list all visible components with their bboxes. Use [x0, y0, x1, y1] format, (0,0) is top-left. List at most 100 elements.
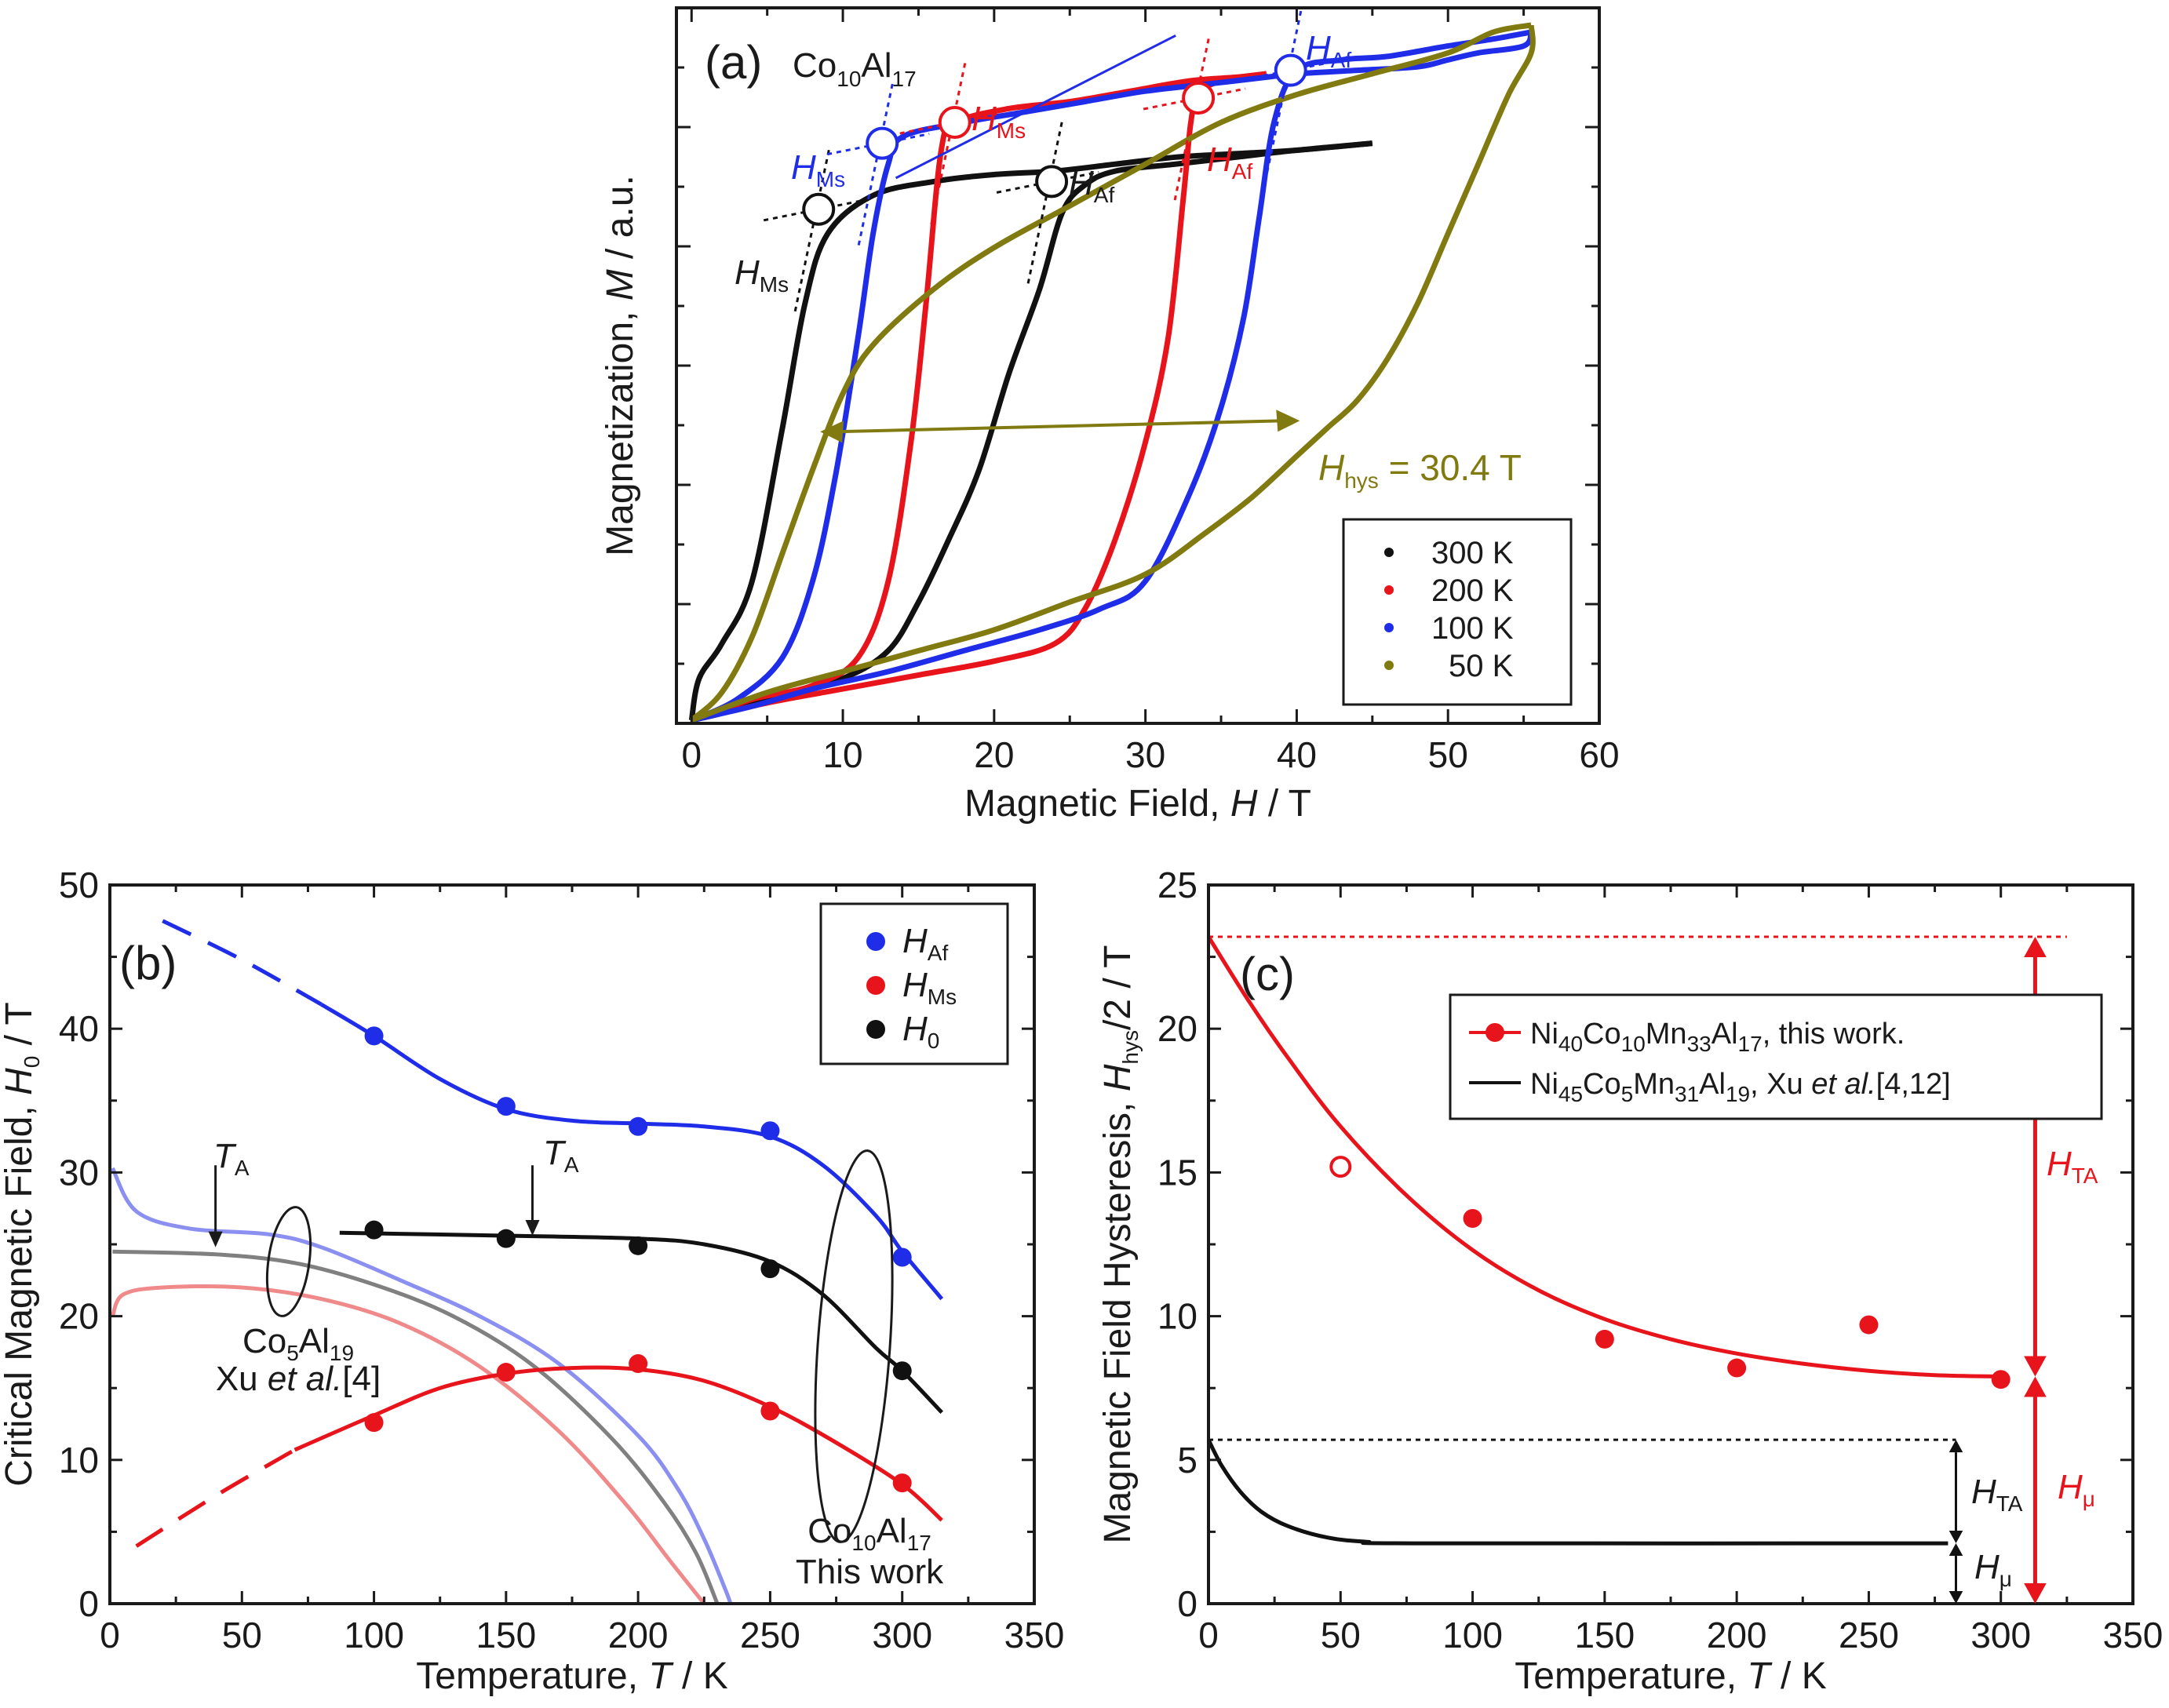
tangent-h-h_ms-100k	[826, 133, 930, 156]
point-h_af-200k	[1182, 82, 1216, 115]
panel-a-haf-label-200k: HAf	[1207, 140, 1252, 184]
tangent-v-h_af-300k	[1026, 118, 1064, 284]
panel-a-label: (a)	[705, 36, 762, 89]
panel-a-haf-label-100k: HAf	[1306, 29, 1351, 72]
panel-c-ticks: 0 50 100 150 200 250 300 350 0 5 10 15 20 25	[1157, 865, 2164, 1655]
legend-label-100k: 100 K	[1431, 611, 1514, 646]
b-ytick-label: 10	[59, 1440, 99, 1480]
c-xtick-label: 150	[1574, 1615, 1635, 1655]
panel-a-title: Co10Al17	[793, 46, 917, 91]
panel-b-work-ellipse	[814, 1149, 894, 1543]
b-ytick-label: 0	[78, 1583, 99, 1624]
legend-marker-300k	[1384, 548, 1394, 557]
legend-label-h0: H0	[902, 1010, 939, 1053]
b-ytick-label: 50	[59, 865, 99, 905]
b-xtick-label: 150	[476, 1615, 536, 1655]
b-xtick-label: 350	[1004, 1615, 1065, 1655]
panel-a-critical-points	[763, 7, 1339, 312]
c-ytick-label: 0	[1177, 1583, 1198, 1624]
b-xtick-label: 200	[608, 1615, 669, 1655]
ref-curve-2	[111, 1284, 706, 1605]
fit-dashed-haf	[162, 919, 323, 1007]
c-xtick-label: 300	[1970, 1615, 2031, 1655]
panel-b-label: (b)	[119, 937, 177, 989]
legend-label-this-work: Ni40Co10Mn33Al17, this work.	[1530, 1018, 1905, 1056]
point	[1859, 1315, 1879, 1335]
panel-a-hms-label-100k: HMs	[791, 148, 845, 191]
panel-b-ta-markers	[208, 1165, 540, 1247]
curve-rise-100k	[690, 31, 1534, 723]
panel-c-hmu-label-black: Hμ	[1974, 1548, 2012, 1591]
point-h0	[760, 1259, 780, 1279]
point-hms	[760, 1401, 780, 1421]
fit-series-1	[1206, 1439, 1948, 1546]
point-h0	[496, 1229, 516, 1248]
legend-marker-50k	[1384, 661, 1394, 670]
tangent-h-h_ms-200k	[899, 111, 1003, 135]
point-hms	[364, 1413, 384, 1433]
legend-label-200k: 200 K	[1431, 574, 1514, 608]
a-xtick-label: 30	[1125, 734, 1165, 775]
panel-c-label: (c)	[1240, 948, 1295, 1000]
hysteresis-arrow-head-left	[820, 421, 844, 443]
panel-c-ylabel: Magnetic Field Hysteresis, Hhys/2 / T	[1097, 945, 1143, 1544]
legend-marker-h0	[866, 1020, 885, 1039]
panel-b-curves	[111, 919, 944, 1605]
panel-a-ylabel: Magnetization, M / a.u.	[600, 175, 641, 556]
b-ytick-label: 30	[59, 1152, 99, 1193]
arrow-hta-red-head-bottom	[2024, 1356, 2047, 1377]
c-ytick-label: 20	[1157, 1008, 1198, 1049]
panel-b-legend: HAf HMs H0	[819, 902, 1009, 1065]
b-ytick-label: 20	[59, 1296, 99, 1337]
b-xtick-label: 0	[100, 1615, 120, 1655]
panel-b-ref-label-line1: Co5Al19	[242, 1322, 354, 1365]
c-ytick-label: 10	[1157, 1296, 1198, 1337]
point-haf	[760, 1121, 780, 1141]
panel-a-legend: 300 K 200 K 100 K 50 K	[1342, 518, 1573, 706]
panel-a-chart: 0 10 20 30 40 50 60 (a) Co10Al17 HMs HMs HMs H…	[600, 6, 1620, 825]
panel-b-ta-label-1: TA	[213, 1137, 250, 1180]
tangent-h-h_af-200k	[1143, 87, 1246, 111]
point-haf	[496, 1097, 516, 1116]
tangent-h-h_af-300k	[996, 170, 1099, 194]
c-ytick-label: 15	[1157, 1152, 1198, 1193]
panel-a-ticks: 0 10 20 30 40 50 60	[676, 6, 1620, 775]
curve-fall-300k	[691, 140, 1373, 723]
panel-c-legend-box	[1449, 993, 2103, 1120]
point-h0	[629, 1236, 648, 1255]
c-xtick-label: 350	[2103, 1615, 2164, 1655]
a-xtick-label: 40	[1277, 734, 1317, 775]
tangent-solid-100k	[895, 34, 1176, 180]
ta-arrow-head-0	[208, 1231, 223, 1247]
point-hms	[892, 1473, 912, 1493]
legend-marker-hms	[866, 976, 885, 995]
panel-c-hmu-label-red: Hμ	[2058, 1468, 2095, 1511]
panel-b-work-label-line2: This work	[796, 1553, 944, 1591]
point-haf	[629, 1116, 648, 1136]
legend-label-300k: 300 K	[1431, 536, 1514, 570]
legend-label-hms: HMs	[902, 966, 957, 1009]
panel-b-ta-label-2: TA	[543, 1134, 579, 1177]
panel-c-legend: Ni40Co10Mn33Al17, this work. Ni45Co5Mn31…	[1449, 993, 2103, 1120]
panel-c-chart: 0 50 100 150 200 250 300 350 0 5 10 15 20 25 (c) Ni40…	[1097, 865, 2163, 1697]
legend-marker-this-work	[1485, 1023, 1504, 1042]
point-h_ms-100k	[866, 126, 899, 160]
panel-a-hms-label-300k: HMs	[735, 253, 789, 297]
panel-a-legend-box	[1342, 518, 1573, 706]
fit-series-0	[1206, 935, 2001, 1378]
panel-b-xlabel: Temperature, T / K	[416, 1655, 728, 1697]
panel-a-hms-label-200k: HMs	[971, 100, 1026, 143]
b-xtick-label: 50	[222, 1615, 262, 1655]
fit-dashed-hms	[135, 1448, 296, 1548]
point-hms	[629, 1354, 648, 1374]
arrow-hta-black-head-top	[1948, 1440, 1963, 1453]
hysteresis-arrow-line	[836, 419, 1285, 434]
tangent-h-h_ms-300k	[763, 198, 866, 222]
arrow-hmu-black-head-top	[1948, 1543, 1963, 1557]
b-xtick-label: 100	[344, 1615, 404, 1655]
point-h_ms-300k	[802, 192, 836, 226]
point-hms	[496, 1363, 516, 1382]
panel-b-ylabel: Critical Magnetic Field, H0 / T	[0, 1002, 44, 1487]
curve-fall-50k	[691, 24, 1536, 723]
